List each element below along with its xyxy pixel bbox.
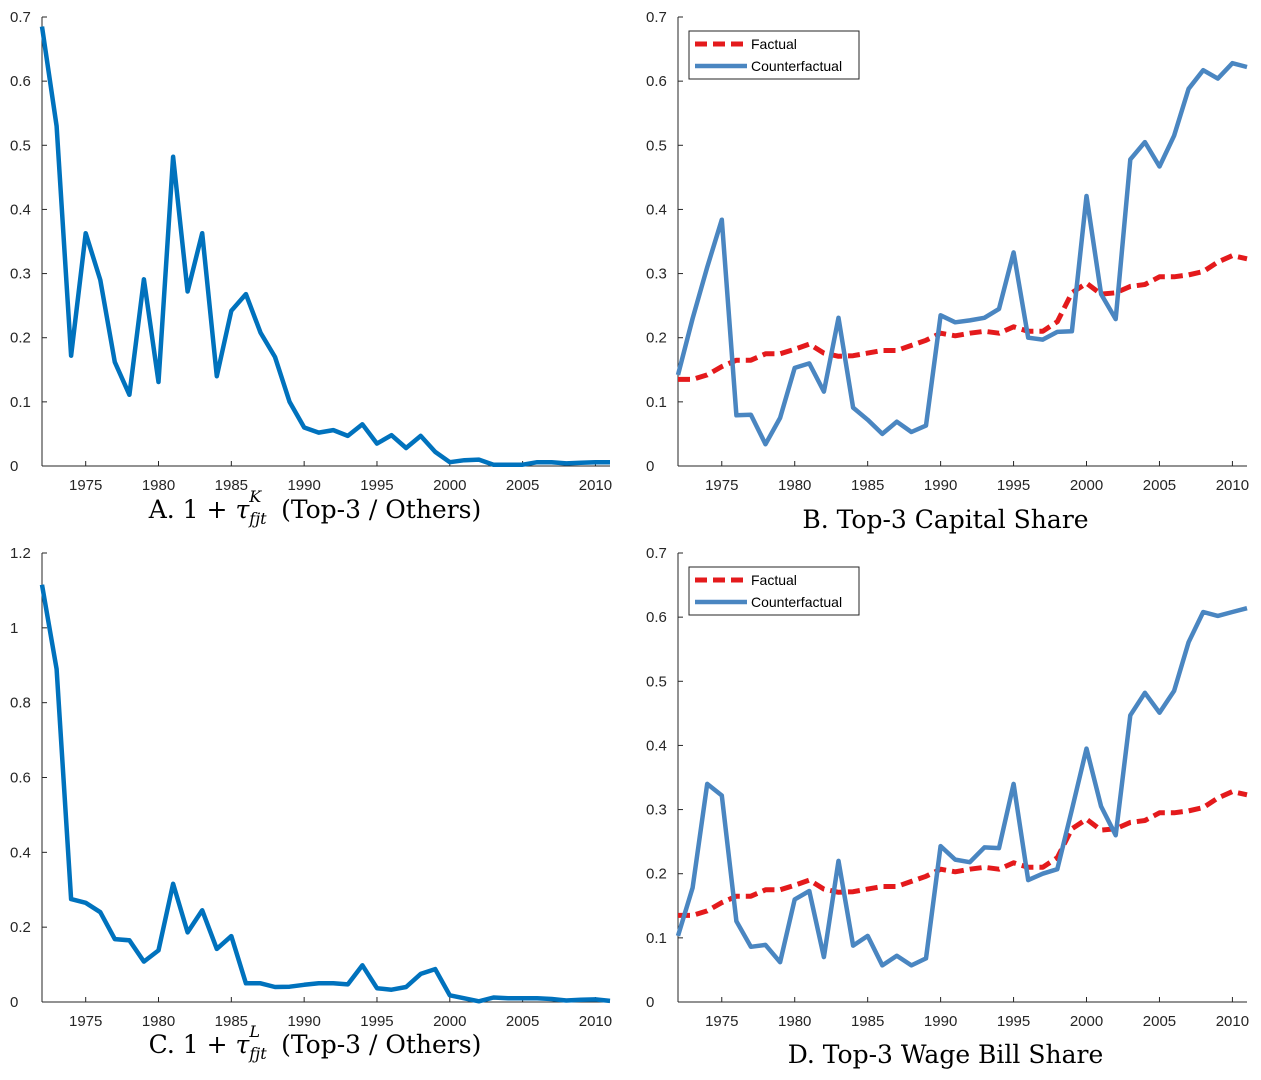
y-tick-label: 0	[10, 994, 18, 1011]
x-tick-label: 2005	[1143, 1013, 1176, 1030]
x-tick-label: 1975	[705, 1013, 738, 1030]
y-tick-label: 0.3	[646, 266, 667, 283]
y-tick-label: 0.3	[646, 802, 667, 819]
caption-c-sup: L	[249, 1022, 260, 1041]
x-tick-label: 1995	[997, 1013, 1030, 1030]
x-tick-label: 1985	[851, 1013, 884, 1030]
x-tick-label: 2000	[433, 1013, 466, 1030]
y-tick-label: 0.2	[10, 919, 31, 936]
x-tick-label: 1980	[142, 477, 175, 494]
caption-a-sup: K	[249, 487, 262, 506]
chart-c: 0 0.2 0.4 0.6 0.8 1 1.2 1975 1980 1985 1990 1995 200…	[10, 545, 612, 1030]
x-tick-label: 1985	[215, 1013, 248, 1030]
x-tick-label: 1990	[287, 1013, 320, 1030]
chart-b: 0 0.1 0.2 0.3 0.4 0.5 0.6 0.7 1975 1980 1985 1990 19…	[646, 9, 1249, 494]
y-tick-label: 0.1	[646, 930, 667, 947]
y-tick-label: 0.4	[10, 201, 31, 218]
x-tick-label: 1995	[360, 1013, 393, 1030]
y-tick-label: 0.7	[10, 9, 31, 26]
x-tick-label: 1985	[215, 477, 248, 494]
y-tick-label: 0.6	[10, 770, 31, 787]
y-tick-label: 0	[10, 458, 18, 475]
series-line-factual	[678, 253, 1248, 382]
series-line-counterfactual	[675, 606, 1248, 968]
x-tick-label: 2010	[579, 1013, 612, 1030]
panel-b: 0 0.1 0.2 0.3 0.4 0.5 0.6 0.7 1975 1980 1985 1990 19…	[630, 0, 1261, 540]
x-tick-label: 2000	[1070, 477, 1103, 494]
y-tick-label: 0	[646, 458, 654, 475]
y-tick-label: 0.3	[10, 266, 31, 283]
x-tick-label: 1980	[778, 477, 811, 494]
caption-c-suffix: (Top-3 / Others)	[281, 1030, 482, 1059]
panel-c: 0 0.2 0.4 0.6 0.8 1 1.2 1975 1980 1985 1990 1995 200…	[0, 540, 630, 1080]
x-tick-label: 1995	[360, 477, 393, 494]
x-tick-label: 1980	[778, 1013, 811, 1030]
x-tick-label: 2010	[579, 477, 612, 494]
panel-a: 0 0.1 0.2 0.3 0.4 0.5 0.6 0.7 1975 1980 1985 1990 19…	[0, 0, 630, 540]
series-line-main	[39, 26, 610, 467]
x-tick-label: 2000	[433, 477, 466, 494]
y-tick-label: 0.6	[646, 609, 667, 626]
x-tick-label: 1990	[287, 477, 320, 494]
legend-box	[688, 566, 860, 616]
y-tick-label: 0.5	[646, 673, 667, 690]
caption-c-tau: τ	[235, 1030, 250, 1059]
y-tick-label: 0.5	[646, 137, 667, 154]
panel-d: 0 0.1 0.2 0.3 0.4 0.5 0.6 0.7 1975 1980 1985 1990 19…	[630, 540, 1261, 1080]
series-line-counterfactual	[675, 60, 1248, 447]
caption-b: B. Top-3 Capital Share	[802, 505, 1089, 534]
legend-label-factual: Factual	[751, 572, 797, 588]
y-tick-label: 0.8	[10, 695, 31, 712]
caption-a-suffix: (Top-3 / Others)	[281, 495, 482, 524]
caption-d: D. Top-3 Wage Bill Share	[787, 1040, 1104, 1069]
legend-box	[688, 30, 860, 80]
y-tick-label: 0.1	[646, 394, 667, 411]
x-tick-label: 1975	[69, 1013, 102, 1030]
y-tick-label: 0.7	[646, 9, 667, 26]
y-tick-label: 0.6	[10, 73, 31, 90]
x-tick-label: 1990	[924, 477, 957, 494]
x-tick-label: 1975	[69, 477, 102, 494]
y-tick-label: 0.1	[10, 394, 31, 411]
caption-c-sub: fjt	[249, 1044, 267, 1063]
y-tick-label: 0.2	[10, 330, 31, 347]
x-tick-label: 1975	[705, 477, 738, 494]
y-tick-label: 0.7	[646, 545, 667, 562]
legend-label-counterfactual: Counterfactual	[751, 58, 842, 74]
legend-label-counterfactual: Counterfactual	[751, 594, 842, 610]
y-tick-label: 0.6	[646, 73, 667, 90]
y-tick-label: 1.2	[10, 545, 31, 562]
y-tick-label: 1	[10, 620, 18, 637]
y-tick-label: 0	[646, 994, 654, 1011]
y-tick-label: 0.4	[646, 201, 667, 218]
x-tick-label: 1980	[142, 1013, 175, 1030]
y-tick-label: 0.4	[10, 844, 31, 861]
x-tick-label: 1985	[851, 477, 884, 494]
caption-c-prefix: C. 1 +	[148, 1030, 228, 1059]
series-line-main	[39, 584, 611, 1004]
x-tick-label: 2005	[1143, 477, 1176, 494]
series-line-factual	[678, 789, 1248, 918]
chart-d: 0 0.1 0.2 0.3 0.4 0.5 0.6 0.7 1975 1980 1985 1990 19…	[646, 545, 1249, 1030]
x-tick-label: 2010	[1216, 1013, 1249, 1030]
y-tick-label: 0.5	[10, 137, 31, 154]
x-tick-label: 2005	[506, 1013, 539, 1030]
x-tick-label: 2005	[506, 477, 539, 494]
caption-a-sub: fjt	[249, 509, 267, 528]
x-tick-label: 2010	[1216, 477, 1249, 494]
x-tick-label: 1990	[924, 1013, 957, 1030]
y-tick-label: 0.2	[646, 866, 667, 883]
x-tick-label: 2000	[1070, 1013, 1103, 1030]
y-tick-label: 0.4	[646, 737, 667, 754]
x-tick-label: 1995	[997, 477, 1030, 494]
chart-a: 0 0.1 0.2 0.3 0.4 0.5 0.6 0.7 1975 1980 1985 1990 19…	[10, 9, 612, 494]
caption-a-prefix: A. 1 +	[148, 495, 228, 524]
caption-a-tau: τ	[235, 495, 250, 524]
y-tick-label: 0.2	[646, 330, 667, 347]
legend-label-factual: Factual	[751, 36, 797, 52]
